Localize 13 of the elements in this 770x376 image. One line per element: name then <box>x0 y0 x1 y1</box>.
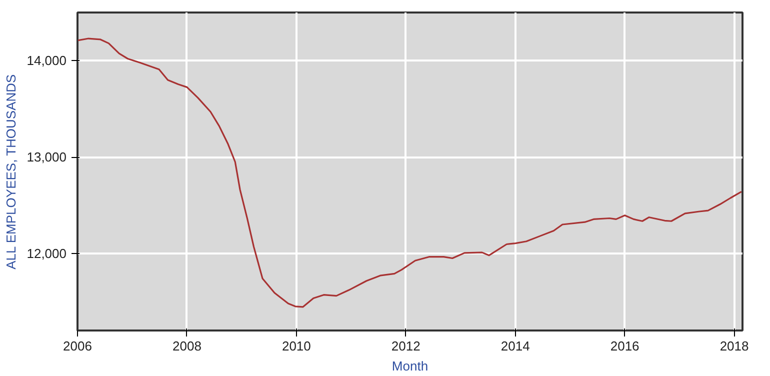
x-tick-label: 2008 <box>172 338 202 354</box>
x-tick-label: 2010 <box>282 338 311 354</box>
x-tick-label: 2016 <box>610 338 640 354</box>
y-axis-title: ALL EMPLOYEES, THOUSANDS <box>4 74 19 270</box>
y-tick-label: 14,000 <box>26 53 67 68</box>
x-tick-label: 2014 <box>500 338 530 354</box>
y-tick-label: 13,000 <box>26 150 67 165</box>
y-tick-label: 12,000 <box>26 246 67 261</box>
line-series <box>78 38 742 308</box>
x-axis-title: Month <box>392 358 428 374</box>
x-tick-label: 2018 <box>720 338 749 354</box>
x-tick-label: 2006 <box>63 338 92 354</box>
x-tick-label: 2012 <box>391 338 420 354</box>
